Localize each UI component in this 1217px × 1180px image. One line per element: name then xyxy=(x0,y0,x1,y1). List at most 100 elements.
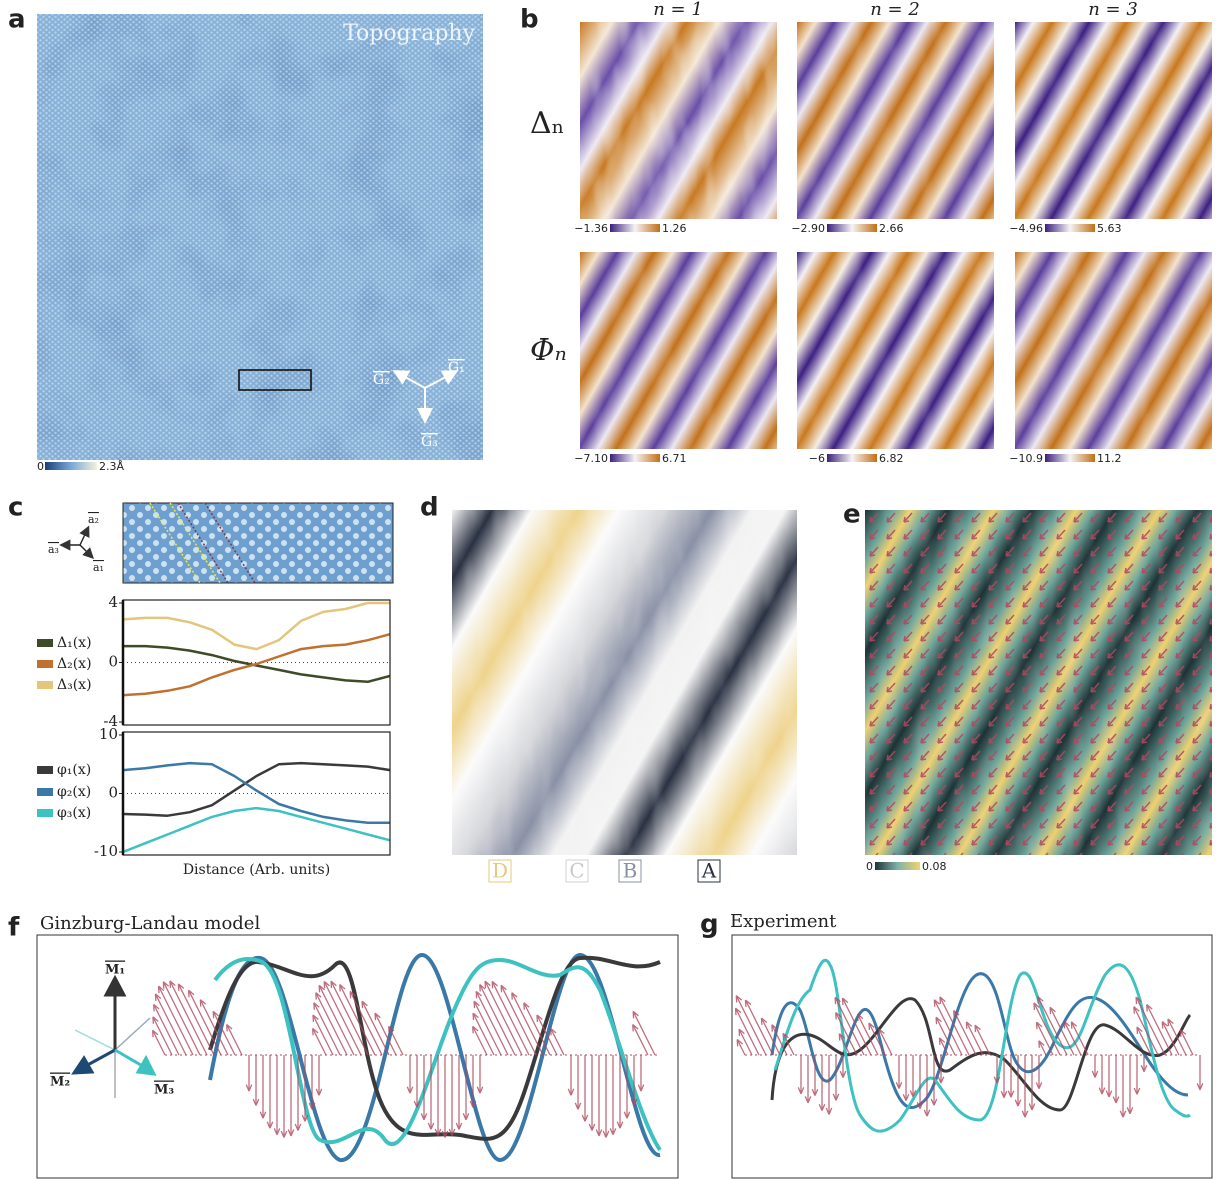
spin-arrow xyxy=(736,1038,746,1056)
spin-arrow xyxy=(266,1055,274,1129)
spin-arrow xyxy=(259,1055,267,1119)
spin-arrow xyxy=(1140,1055,1148,1073)
panel-f: Ginzburg-Landau model M₁ M₂ M₃ xyxy=(36,913,679,1179)
spin-arrow xyxy=(318,984,355,1056)
colorbar xyxy=(45,462,97,470)
y-tick-label: 0 xyxy=(108,784,118,802)
panel-d: D C B A xyxy=(452,510,797,883)
panel-e: 0 0.08 xyxy=(865,510,1212,873)
spin-arrow xyxy=(252,1055,260,1106)
spin-arrow xyxy=(1136,1026,1152,1056)
domain-label: C xyxy=(569,859,584,883)
spin-arrow xyxy=(738,1028,753,1056)
experiment-curve xyxy=(770,997,1192,1112)
spin-arrow xyxy=(1105,1055,1113,1098)
domain-texture xyxy=(452,510,797,855)
spin-arrow xyxy=(361,1000,390,1056)
vector-label: G₁ xyxy=(448,360,465,376)
spin-arrow xyxy=(804,1055,812,1104)
colorbar-label: 6.71 xyxy=(662,452,687,465)
spin-arrow xyxy=(511,992,544,1056)
spin-arrow xyxy=(462,1055,470,1121)
spin-arrow xyxy=(313,1002,341,1056)
legend-swatch xyxy=(37,639,53,647)
spin-arrow xyxy=(1037,996,1068,1056)
spin-arrow xyxy=(841,997,872,1056)
column-title: n = 1 xyxy=(653,0,703,20)
spin-arrow xyxy=(953,1009,977,1056)
spin-arrow xyxy=(1007,1055,1015,1098)
spin-arrow xyxy=(153,1003,180,1056)
legend-label: Δ₁(x) xyxy=(57,635,92,651)
lattice-label: a₃ xyxy=(48,543,59,556)
spin-arrow xyxy=(388,1025,404,1056)
spin-arrow xyxy=(308,1055,316,1110)
spin-arrow xyxy=(797,1055,805,1095)
panel-label: d xyxy=(420,493,439,523)
legend-swatch xyxy=(37,788,53,796)
spin-arrow xyxy=(832,1055,840,1101)
colorbar-label: 5.63 xyxy=(1097,222,1122,235)
spin-arrow xyxy=(294,1055,302,1131)
domain-label: D xyxy=(492,859,508,883)
vector-label: G₃ xyxy=(421,434,438,450)
spin-arrow xyxy=(330,980,369,1056)
spin-arrow xyxy=(500,984,537,1056)
spin-arrow xyxy=(974,1024,991,1056)
spin-arrow xyxy=(825,1055,833,1115)
spin-arrow xyxy=(1035,1055,1043,1090)
spin-arrow xyxy=(760,1017,781,1056)
spin-arrow xyxy=(536,1014,558,1056)
spin-arrow xyxy=(1126,1055,1134,1115)
spin-arrow xyxy=(550,1027,565,1056)
panel-title: Experiment xyxy=(730,911,837,932)
vector-label: M₁ xyxy=(105,963,125,978)
spin-arrow xyxy=(632,1010,656,1056)
spin-arrow xyxy=(1098,1055,1106,1095)
spin-arrow xyxy=(473,1000,502,1056)
spin-arrow xyxy=(226,1023,243,1056)
spin-arrow xyxy=(1063,1020,1082,1056)
spin-arrow xyxy=(427,1055,435,1130)
spin-arrow xyxy=(349,990,383,1056)
map xyxy=(580,22,777,219)
spin-arrow xyxy=(1135,996,1166,1056)
model-curve xyxy=(208,952,661,1163)
panel-label: c xyxy=(8,493,23,523)
spin-arrow xyxy=(1119,1055,1127,1118)
legend-label: Δ₃(x) xyxy=(57,677,92,693)
spin-arrow xyxy=(374,1012,397,1056)
domain-label: A xyxy=(701,859,717,883)
spin-arrow xyxy=(312,1027,327,1056)
legend-label: φ₁(x) xyxy=(57,762,91,778)
map-texture xyxy=(580,22,777,219)
series-line xyxy=(123,644,391,684)
column-title: n = 2 xyxy=(870,0,920,20)
spin-arrow xyxy=(588,1055,596,1131)
vector-label: M₂ xyxy=(50,1075,70,1090)
panel-label: b xyxy=(520,5,539,35)
spin-arrow xyxy=(448,1055,456,1136)
image-title: Topography xyxy=(343,21,476,46)
spin-arrow xyxy=(595,1055,603,1137)
colorbar xyxy=(1045,224,1095,232)
spin-arrow xyxy=(771,1024,788,1056)
spin-arrow xyxy=(916,1055,924,1110)
colorbar-label: 2.3Å xyxy=(99,460,124,473)
panel-label: a xyxy=(8,5,26,35)
spin-arrow xyxy=(602,1055,610,1138)
spin-arrow xyxy=(878,1028,893,1056)
panel-a: Topography G₁ G₂ G₃ 0 2.3Å xyxy=(37,14,483,473)
basis-vectors xyxy=(71,974,157,1098)
spin-arrow xyxy=(856,1013,879,1056)
colorbar-label: 1.26 xyxy=(662,222,687,235)
colorbar-label: −4.96 xyxy=(1009,222,1043,235)
spin-arrow xyxy=(574,1055,582,1110)
spin-arrow xyxy=(315,1055,323,1096)
lattice-arrows xyxy=(59,525,94,559)
map xyxy=(580,252,777,449)
selection-box xyxy=(238,369,312,391)
spin-arrow xyxy=(838,1033,851,1056)
spin-arrow xyxy=(1091,1055,1099,1078)
vector-arrows xyxy=(392,370,459,424)
